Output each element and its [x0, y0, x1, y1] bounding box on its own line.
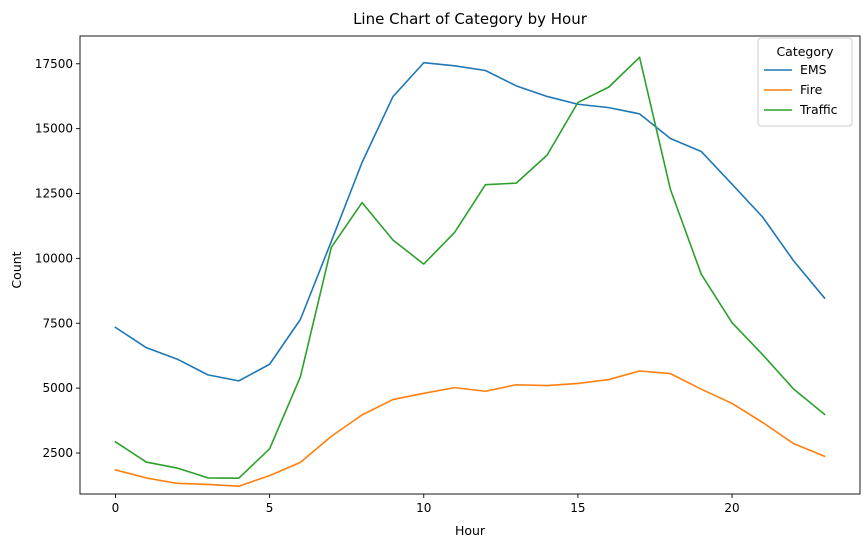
y-tick-label: 17500 — [35, 57, 73, 71]
series-line-ems — [114, 61, 826, 382]
y-tick-label: 15000 — [35, 122, 73, 136]
x-tick-label: 10 — [416, 501, 431, 515]
y-tick-label: 2500 — [42, 446, 73, 460]
legend-label-fire: Fire — [800, 82, 823, 97]
series-line-fire — [114, 370, 826, 488]
x-axis: 0 5 10 15 20 — [112, 494, 740, 515]
series-line-traffic — [114, 56, 826, 479]
legend: Category EMS Fire Traffic — [757, 37, 853, 127]
y-tick-label: 5000 — [42, 381, 73, 395]
y-axis-label: Count — [9, 251, 24, 288]
y-axis: 2500 5000 7500 10000 12500 15000 17500 — [35, 57, 80, 460]
legend-box — [757, 37, 853, 127]
y-tick-label: 10000 — [35, 251, 73, 265]
legend-label-traffic: Traffic — [799, 102, 838, 117]
y-tick-label: 12500 — [35, 187, 73, 201]
chart-title: Line Chart of Category by Hour — [353, 10, 588, 28]
x-tick-label: 15 — [570, 501, 585, 515]
x-axis-label: Hour — [455, 523, 486, 538]
x-tick-label: 20 — [724, 501, 739, 515]
plot-frame — [79, 35, 861, 495]
y-tick-label: 7500 — [42, 316, 73, 330]
x-tick-label: 5 — [266, 501, 274, 515]
series-lines — [114, 56, 826, 488]
x-tick-label: 0 — [112, 501, 120, 515]
plot-area — [79, 35, 861, 495]
legend-label-ems: EMS — [800, 62, 827, 77]
legend-title: Category — [776, 44, 834, 59]
